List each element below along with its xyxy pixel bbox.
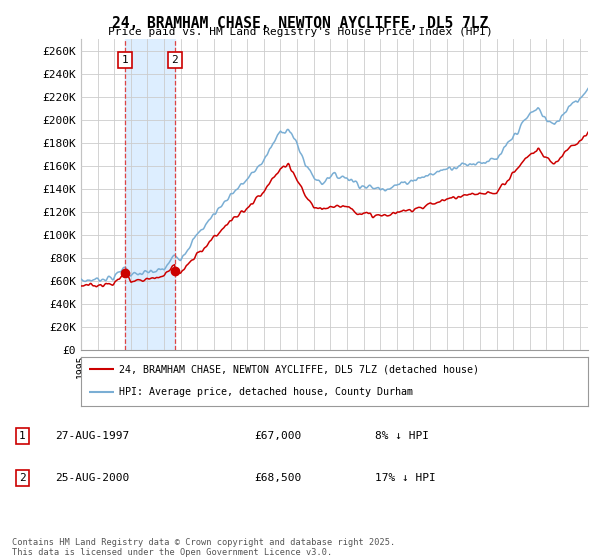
- Text: £68,500: £68,500: [254, 473, 301, 483]
- Text: 2: 2: [172, 55, 178, 65]
- Text: 24, BRAMHAM CHASE, NEWTON AYCLIFFE, DL5 7LZ: 24, BRAMHAM CHASE, NEWTON AYCLIFFE, DL5 …: [112, 16, 488, 31]
- Text: 17% ↓ HPI: 17% ↓ HPI: [375, 473, 436, 483]
- Text: Price paid vs. HM Land Registry's House Price Index (HPI): Price paid vs. HM Land Registry's House …: [107, 27, 493, 37]
- Text: 2: 2: [19, 473, 26, 483]
- Text: 25-AUG-2000: 25-AUG-2000: [55, 473, 130, 483]
- Text: 1: 1: [122, 55, 128, 65]
- Text: £67,000: £67,000: [254, 431, 301, 441]
- Text: 24, BRAMHAM CHASE, NEWTON AYCLIFFE, DL5 7LZ (detached house): 24, BRAMHAM CHASE, NEWTON AYCLIFFE, DL5 …: [119, 364, 479, 374]
- Text: 1: 1: [19, 431, 26, 441]
- Text: 27-AUG-1997: 27-AUG-1997: [55, 431, 130, 441]
- Text: Contains HM Land Registry data © Crown copyright and database right 2025.
This d: Contains HM Land Registry data © Crown c…: [12, 538, 395, 557]
- Bar: [125, 39, 175, 350]
- Text: HPI: Average price, detached house, County Durham: HPI: Average price, detached house, Coun…: [119, 387, 413, 397]
- Text: 8% ↓ HPI: 8% ↓ HPI: [375, 431, 429, 441]
